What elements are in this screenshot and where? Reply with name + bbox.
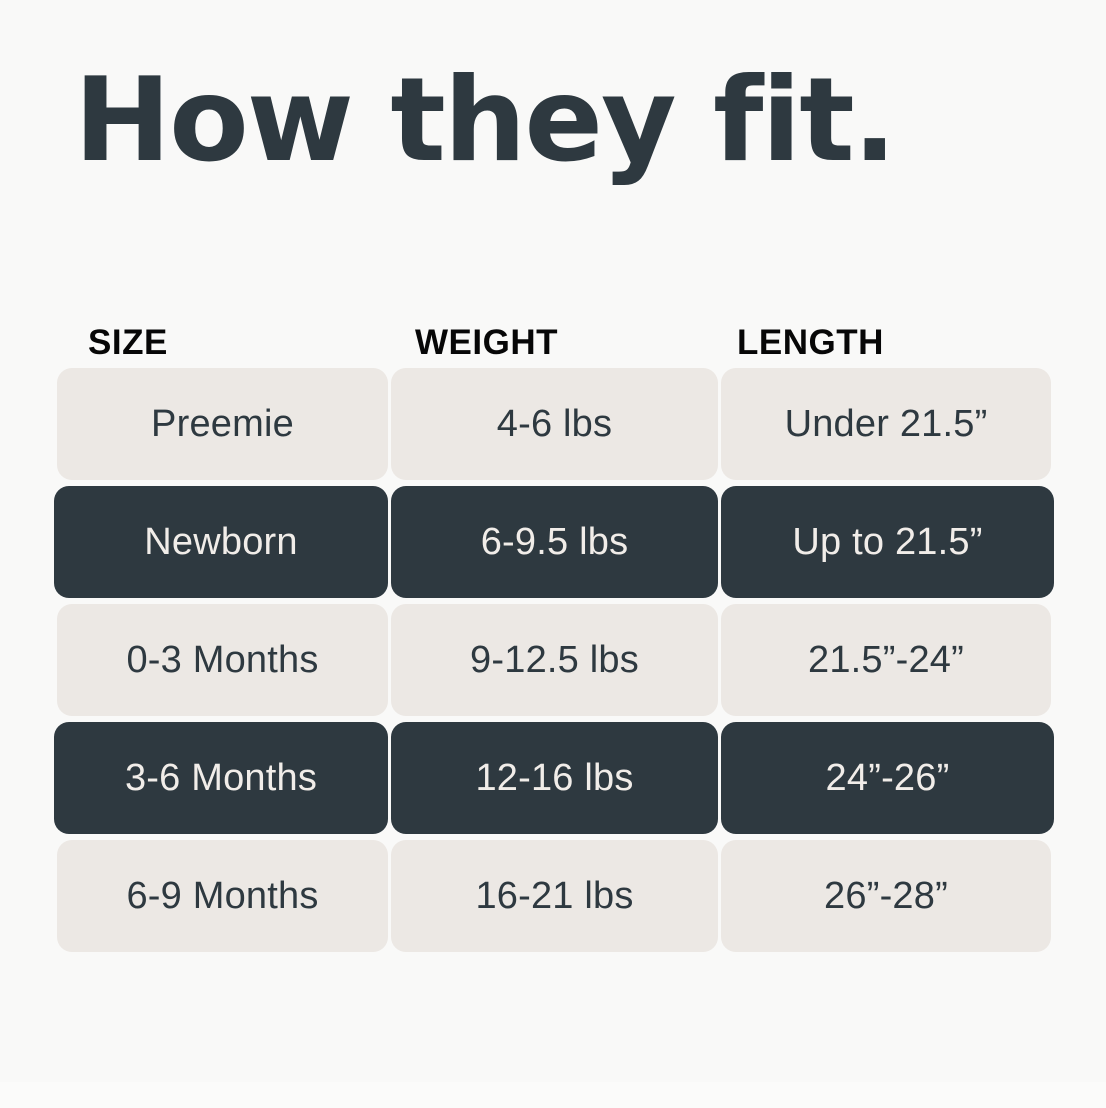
size-chart-table: Preemie 4-6 lbs Under 21.5” Newborn 6-9.5 lb… [54,368,1054,952]
cell-size: 0-3 Months [57,604,388,716]
cell-weight: 12-16 lbs [391,722,718,834]
cell-length: Under 21.5” [721,368,1051,480]
cell-weight: 9-12.5 lbs [391,604,718,716]
cell-length: 26”-28” [721,840,1051,952]
cell-weight: 4-6 lbs [391,368,718,480]
cell-weight: 6-9.5 lbs [391,486,718,598]
page-title: How they fit. [74,53,897,188]
table-row: 3-6 Months 12-16 lbs 24”-26” [54,722,1054,834]
cell-size: 6-9 Months [57,840,388,952]
bottom-band [0,1082,1106,1108]
column-header-length: LENGTH [737,323,884,362]
cell-size: Newborn [54,486,388,598]
cell-size: 3-6 Months [54,722,388,834]
column-header-size: SIZE [88,323,168,362]
table-row: Newborn 6-9.5 lbs Up to 21.5” [54,486,1054,598]
table-row: Preemie 4-6 lbs Under 21.5” [57,368,1051,480]
cell-size: Preemie [57,368,388,480]
column-header-weight: WEIGHT [415,323,558,362]
table-row: 0-3 Months 9-12.5 lbs 21.5”-24” [57,604,1051,716]
table-row: 6-9 Months 16-21 lbs 26”-28” [57,840,1051,952]
cell-length: 21.5”-24” [721,604,1051,716]
cell-length: 24”-26” [721,722,1054,834]
table-header-row: SIZE WEIGHT LENGTH [57,322,1051,368]
cell-weight: 16-21 lbs [391,840,718,952]
cell-length: Up to 21.5” [721,486,1054,598]
